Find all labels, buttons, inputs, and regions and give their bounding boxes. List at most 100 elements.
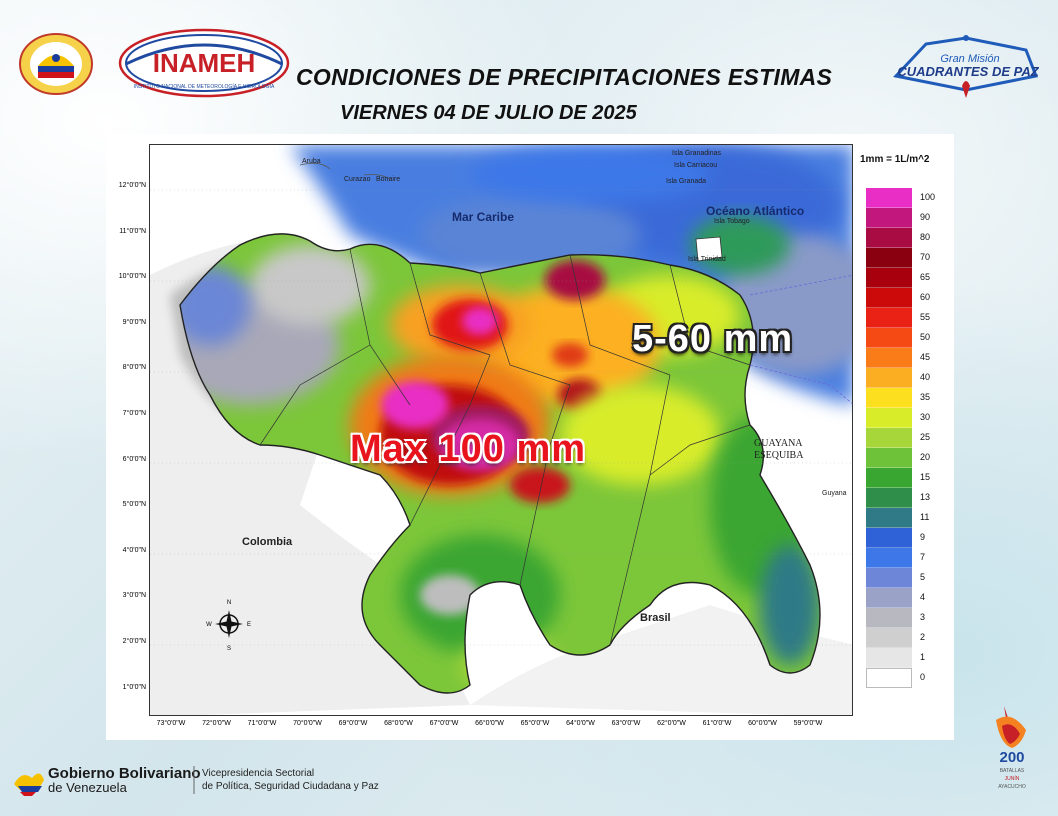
svg-text:de Política, Seguridad Ciudada: de Política, Seguridad Ciudadana y Paz <box>202 781 379 792</box>
page-subtitle: VIERNES 04 DE JULIO DE 2025 <box>340 102 637 124</box>
legend-level: 90 <box>866 208 930 228</box>
legend-swatch <box>866 308 912 328</box>
legend-swatch <box>866 488 912 508</box>
legend-value: 9 <box>920 532 926 542</box>
svg-text:W: W <box>206 622 212 628</box>
legend-swatch <box>866 248 912 268</box>
label-guayana: GUAYANA <box>754 438 803 449</box>
precipitation-range-label: 5-60 mm <box>632 318 794 360</box>
legend-level: 1 <box>866 648 925 668</box>
latitude-tick-label: 3°0'0"N <box>122 592 146 600</box>
latitude-tick-label: 1°0'0"N <box>122 683 146 691</box>
precipitation-map <box>149 144 853 716</box>
label-brasil: Brasil <box>640 612 671 624</box>
legend-level: 7 <box>866 548 925 568</box>
legend-value: 55 <box>920 312 931 322</box>
precipitation-legend: 100 90 80 70 65 60 55 50 45 40 35 30 25 20 15 13 11 9 7 5 4 3… <box>866 188 935 688</box>
latitude-tick-label: 5°0'0"N <box>122 501 146 509</box>
legend-value: 35 <box>920 392 931 402</box>
legend-value: 40 <box>920 372 931 382</box>
legend-swatch <box>866 608 912 628</box>
longitude-tick-label: 67°0'0"W <box>429 720 459 727</box>
legend-swatch <box>866 448 912 468</box>
legend-level: 2 <box>866 628 925 648</box>
legend-level: 25 <box>866 428 930 448</box>
legend-swatch <box>866 668 912 688</box>
svg-text:S: S <box>227 646 231 650</box>
longitude-tick-label: 66°0'0"W <box>475 720 504 727</box>
gobierno-bolivariano-logo: Gobierno Bolivariano de Venezuela Vicepr… <box>14 760 384 800</box>
legend-level: 100 <box>866 188 935 208</box>
legend-value: 60 <box>920 292 931 302</box>
latitude-tick-label: 7°0'0"N <box>122 410 146 417</box>
inameh-logo: INAMEH INSTITUTO NACIONAL DE METEOROLOGÍ… <box>118 28 290 98</box>
legend-value: 30 <box>920 412 931 422</box>
legend-value: 65 <box>920 272 931 282</box>
legend-level: 13 <box>866 488 930 508</box>
label-trinidad: Isla Trinidad <box>688 256 726 263</box>
label-colombia: Colombia <box>242 536 293 548</box>
longitude-tick-label: 59°0'0"W <box>793 720 823 727</box>
legend-value: 7 <box>920 552 926 562</box>
legend-swatch <box>866 388 912 408</box>
longitude-tick-label: 68°0'0"W <box>384 720 413 727</box>
legend-swatch <box>866 328 912 348</box>
legend-value: 100 <box>920 192 936 202</box>
legend-swatch <box>866 528 912 548</box>
latitude-tick-label: 9°0'0"N <box>122 318 146 326</box>
cuadrantes-de-paz-logo: Gran Misión CUADRANTES DE PAZ <box>886 26 1046 104</box>
legend-swatch <box>866 368 912 388</box>
precipitation-max-label: Max 100 mm <box>350 428 587 470</box>
legend-level: 20 <box>866 448 930 468</box>
svg-text:N: N <box>227 600 231 606</box>
label-oceano-atlantico: Océano Atlántico <box>706 204 805 218</box>
legend-value: 13 <box>920 492 931 502</box>
legend-level: 0 <box>866 668 925 688</box>
legend-level: 55 <box>866 308 930 328</box>
latitude-tick-label: 6°0'0"N <box>122 455 146 463</box>
svg-text:INAMEH: INAMEH <box>153 48 256 78</box>
label-granada: Isla Granada <box>666 178 707 185</box>
longitude-tick-label: 70°0'0"W <box>293 720 322 727</box>
legend-swatch <box>866 568 912 588</box>
legend-level: 50 <box>866 328 930 348</box>
legend-value: 2 <box>920 632 926 642</box>
longitude-tick-label: 63°0'0"W <box>611 720 641 727</box>
legend-swatch <box>866 648 912 668</box>
longitude-tick-label: 72°0'0"W <box>202 720 231 727</box>
legend-swatch <box>866 208 912 228</box>
svg-text:AYACUCHO: AYACUCHO <box>998 784 1026 790</box>
legend-level: 4 <box>866 588 925 608</box>
label-esequiba: ESEQUIBA <box>754 450 804 461</box>
label-bonaire: Bonaire <box>376 176 401 183</box>
longitude-tick-label: 61°0'0"W <box>702 720 732 727</box>
longitude-tick-label: 71°0'0"W <box>247 720 277 727</box>
legend-value: 4 <box>920 592 926 602</box>
longitude-tick-label: 64°0'0"W <box>566 720 595 727</box>
latitude-tick-label: 11°0'0"N <box>119 227 146 235</box>
legend-level: 11 <box>866 508 929 528</box>
label-mar-caribe: Mar Caribe <box>452 210 515 224</box>
legend-swatch <box>866 588 912 608</box>
legend-value: 11 <box>920 512 930 522</box>
svg-text:JUNÍN: JUNÍN <box>1005 775 1020 782</box>
legend-level: 40 <box>866 368 930 388</box>
legend-value: 70 <box>920 252 931 262</box>
legend-value: 3 <box>920 612 926 622</box>
legend-value: 15 <box>920 472 931 482</box>
legend-swatch <box>866 508 912 528</box>
label-aruba: Aruba <box>302 158 321 165</box>
label-tobago: Isla Tobago <box>714 218 750 225</box>
latitude-tick-label: 8°0'0"N <box>122 364 146 372</box>
svg-text:CUADRANTES DE PAZ: CUADRANTES DE PAZ <box>897 64 1039 79</box>
legend-unit-note: 1mm = 1L/m^2 <box>860 154 930 165</box>
legend-level: 60 <box>866 288 930 308</box>
latitude-tick-label: 10°0'0"N <box>118 273 146 281</box>
svg-text:200: 200 <box>999 749 1024 766</box>
legend-level: 45 <box>866 348 930 368</box>
svg-text:de Venezuela: de Venezuela <box>48 780 128 795</box>
svg-text:E: E <box>247 622 251 628</box>
legend-level: 5 <box>866 568 925 588</box>
legend-level: 80 <box>866 228 930 248</box>
svg-text:Gobierno Bolivariano: Gobierno Bolivariano <box>48 765 201 782</box>
